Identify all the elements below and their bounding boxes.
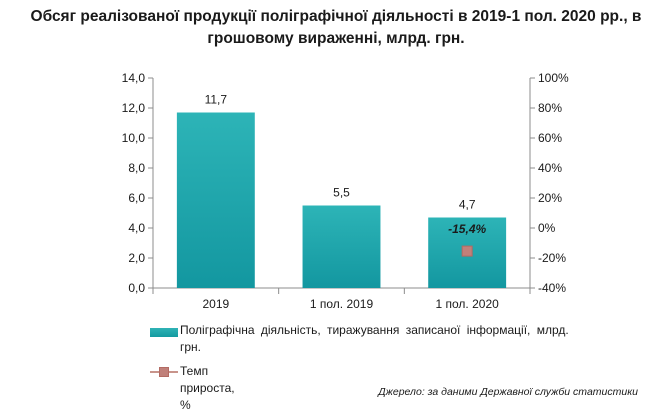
right-axis-tick-label: -20% [538,251,566,265]
right-axis-tick-label: 80% [538,101,562,115]
right-axis-tick-label: 0% [538,221,556,235]
growth-data-label: -15,4% [448,222,486,236]
bar [302,205,381,288]
chart-title: Обсяг реалізованої продукції поліграфічн… [30,8,642,47]
legend-swatch-growth-marker [159,367,169,377]
chart-plot: 0,0 2,0 4,0 6,0 8,0 10,0 12,0 14,0 -40% -20% 0% 20%… [122,71,569,311]
bar-data-label: 11,7 [205,93,228,107]
right-axis-tick-label: -40% [538,281,566,295]
left-axis-tick-label: 0,0 [128,281,145,295]
bar-data-label: 4,7 [459,198,476,212]
bar [176,112,255,288]
left-axis-tick-label: 14,0 [122,71,146,85]
left-axis-tick-label: 6,0 [128,191,145,205]
source-note: Джерело: за даними Державної служби стат… [378,386,638,398]
bar-data-label: 5,5 [333,186,350,200]
right-axis-tick-label: 60% [538,131,562,145]
left-axis-tick-label: 10,0 [122,131,146,145]
x-axis-tick-label: 2019 [202,297,229,311]
legend-label-growth: Темп прироста, % [180,364,235,412]
right-axis-tick-label: 20% [538,191,562,205]
x-axis-tick-label: 1 пол. 2019 [310,297,374,311]
left-axis-tick-label: 8,0 [128,161,145,175]
right-axis-tick-label: 40% [538,161,562,175]
chart-container: Обсяг реалізованої продукції поліграфічн… [30,8,642,412]
left-axis-tick-label: 2,0 [128,251,145,265]
left-axis-tick-label: 4,0 [128,221,145,235]
legend-label-bars: Поліграфічна діяльність, тиражування зап… [180,323,569,354]
legend-swatch-bars [150,328,178,337]
right-axis-tick-label: 100% [538,71,569,85]
left-axis-tick-label: 12,0 [122,101,146,115]
growth-marker [461,245,473,257]
x-axis-tick-label: 1 пол. 2020 [436,297,500,311]
